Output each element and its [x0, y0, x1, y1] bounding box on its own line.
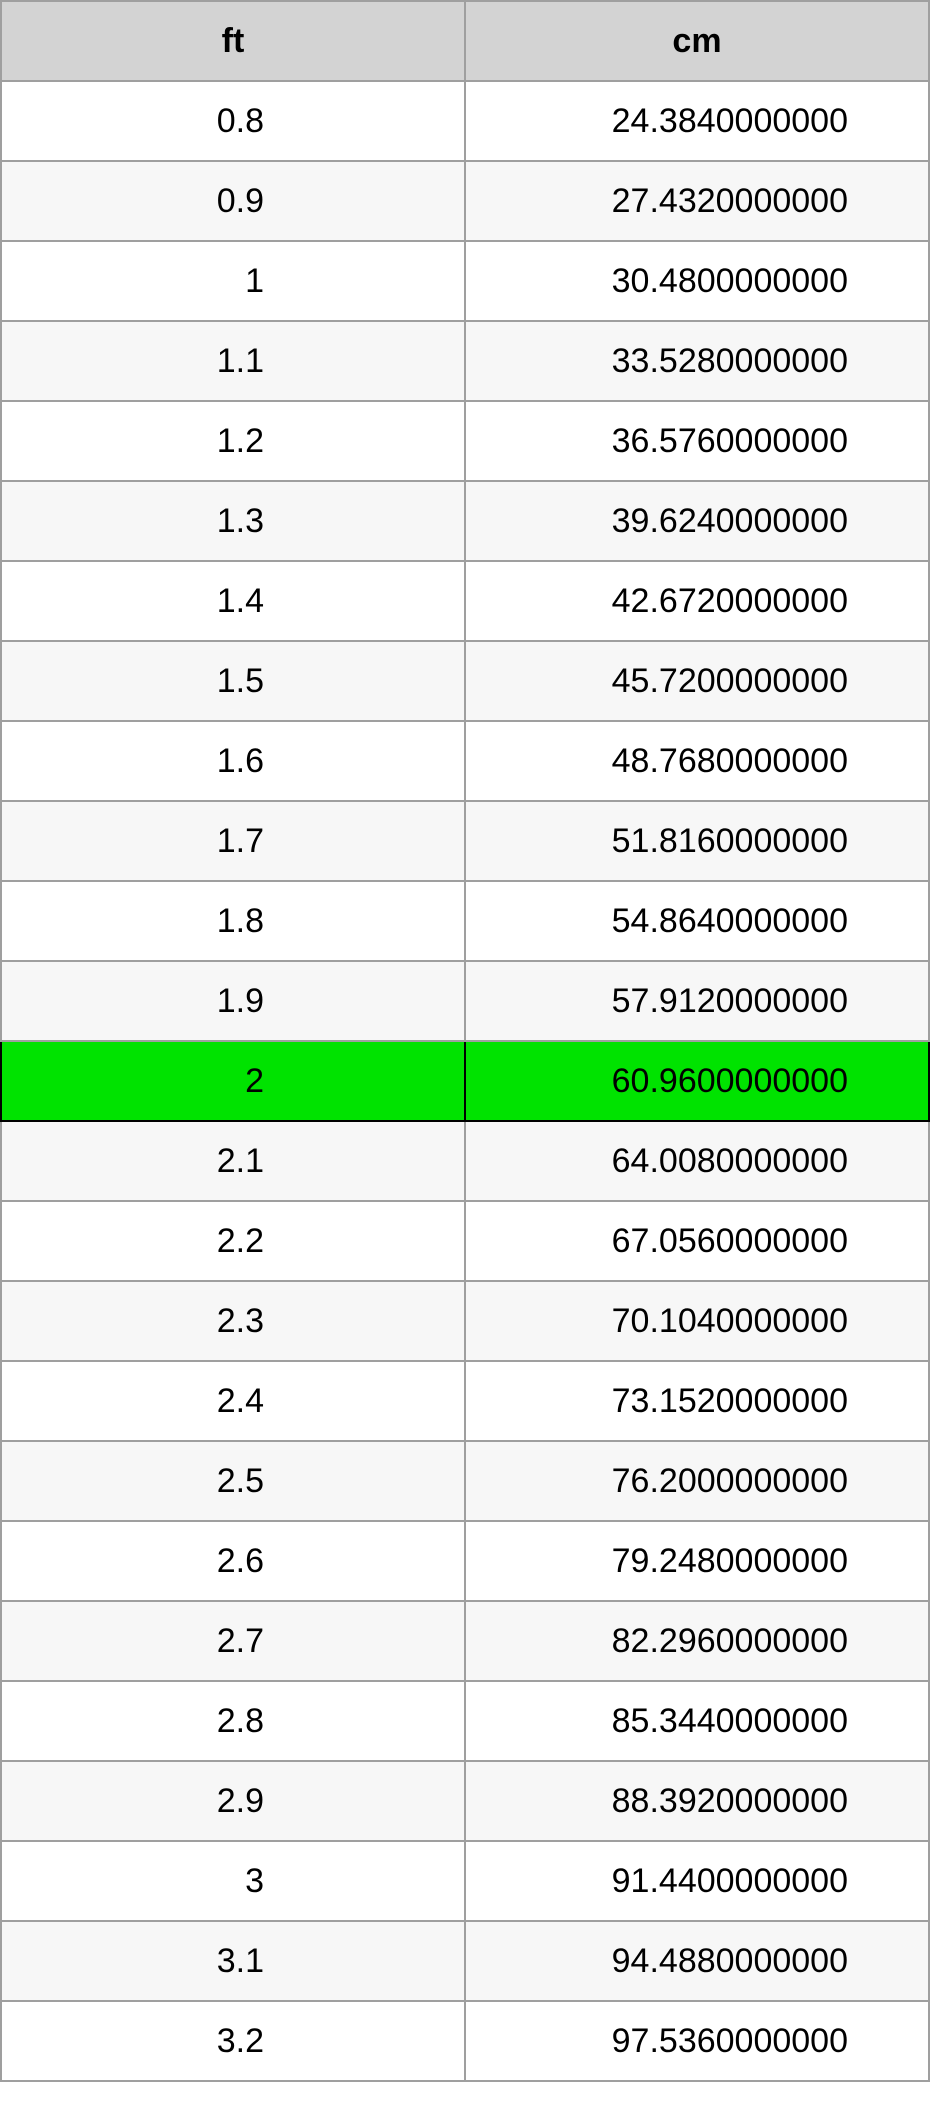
cell-cm: 54.8640000000 [465, 881, 929, 961]
cell-cm: 76.2000000000 [465, 1441, 929, 1521]
table-row: 391.4400000000 [1, 1841, 929, 1921]
cell-ft: 2.6 [1, 1521, 465, 1601]
table-row: 1.648.7680000000 [1, 721, 929, 801]
table-row: 1.442.6720000000 [1, 561, 929, 641]
table-row: 2.679.2480000000 [1, 1521, 929, 1601]
cell-cm: 48.7680000000 [465, 721, 929, 801]
cell-ft: 1 [1, 241, 465, 321]
cell-ft: 2.7 [1, 1601, 465, 1681]
cell-cm: 82.2960000000 [465, 1601, 929, 1681]
cell-ft: 2 [1, 1041, 465, 1121]
table-row: 0.824.3840000000 [1, 81, 929, 161]
conversion-table: ft cm 0.824.38400000000.927.432000000013… [0, 0, 930, 2082]
table-row: 2.473.1520000000 [1, 1361, 929, 1441]
table-header-row: ft cm [1, 1, 929, 81]
cell-cm: 24.3840000000 [465, 81, 929, 161]
table-row: 260.9600000000 [1, 1041, 929, 1121]
cell-ft: 1.9 [1, 961, 465, 1041]
table-row: 2.988.3920000000 [1, 1761, 929, 1841]
cell-ft: 3.2 [1, 2001, 465, 2081]
table-row: 2.267.0560000000 [1, 1201, 929, 1281]
table-row: 1.751.8160000000 [1, 801, 929, 881]
cell-cm: 45.7200000000 [465, 641, 929, 721]
table-body: 0.824.38400000000.927.4320000000130.4800… [1, 81, 929, 2081]
cell-cm: 73.1520000000 [465, 1361, 929, 1441]
column-header-cm: cm [465, 1, 929, 81]
cell-cm: 51.8160000000 [465, 801, 929, 881]
cell-cm: 88.3920000000 [465, 1761, 929, 1841]
cell-cm: 85.3440000000 [465, 1681, 929, 1761]
table-row: 130.4800000000 [1, 241, 929, 321]
table-row: 1.854.8640000000 [1, 881, 929, 961]
cell-ft: 1.1 [1, 321, 465, 401]
cell-ft: 1.6 [1, 721, 465, 801]
table-row: 3.297.5360000000 [1, 2001, 929, 2081]
table-row: 2.370.1040000000 [1, 1281, 929, 1361]
cell-cm: 94.4880000000 [465, 1921, 929, 2001]
table-row: 3.194.4880000000 [1, 1921, 929, 2001]
table-row: 1.545.7200000000 [1, 641, 929, 721]
cell-ft: 3.1 [1, 1921, 465, 2001]
cell-cm: 64.0080000000 [465, 1121, 929, 1201]
cell-ft: 2.8 [1, 1681, 465, 1761]
cell-ft: 1.8 [1, 881, 465, 961]
cell-cm: 57.9120000000 [465, 961, 929, 1041]
cell-cm: 70.1040000000 [465, 1281, 929, 1361]
cell-ft: 2.4 [1, 1361, 465, 1441]
cell-cm: 27.4320000000 [465, 161, 929, 241]
cell-cm: 36.5760000000 [465, 401, 929, 481]
cell-ft: 2.2 [1, 1201, 465, 1281]
cell-ft: 3 [1, 1841, 465, 1921]
cell-cm: 67.0560000000 [465, 1201, 929, 1281]
cell-ft: 1.5 [1, 641, 465, 721]
cell-ft: 2.3 [1, 1281, 465, 1361]
table-row: 1.133.5280000000 [1, 321, 929, 401]
cell-ft: 1.2 [1, 401, 465, 481]
table-row: 2.782.2960000000 [1, 1601, 929, 1681]
cell-ft: 0.8 [1, 81, 465, 161]
cell-ft: 0.9 [1, 161, 465, 241]
cell-cm: 39.6240000000 [465, 481, 929, 561]
cell-cm: 33.5280000000 [465, 321, 929, 401]
table-row: 2.885.3440000000 [1, 1681, 929, 1761]
cell-ft: 2.5 [1, 1441, 465, 1521]
cell-ft: 1.3 [1, 481, 465, 561]
cell-ft: 1.4 [1, 561, 465, 641]
table-row: 1.339.6240000000 [1, 481, 929, 561]
cell-cm: 42.6720000000 [465, 561, 929, 641]
cell-cm: 30.4800000000 [465, 241, 929, 321]
cell-cm: 60.9600000000 [465, 1041, 929, 1121]
table-row: 0.927.4320000000 [1, 161, 929, 241]
cell-ft: 2.9 [1, 1761, 465, 1841]
table-row: 2.164.0080000000 [1, 1121, 929, 1201]
cell-ft: 2.1 [1, 1121, 465, 1201]
table-row: 1.957.9120000000 [1, 961, 929, 1041]
table-row: 2.576.2000000000 [1, 1441, 929, 1521]
table-row: 1.236.5760000000 [1, 401, 929, 481]
cell-ft: 1.7 [1, 801, 465, 881]
cell-cm: 79.2480000000 [465, 1521, 929, 1601]
column-header-ft: ft [1, 1, 465, 81]
cell-cm: 91.4400000000 [465, 1841, 929, 1921]
cell-cm: 97.5360000000 [465, 2001, 929, 2081]
